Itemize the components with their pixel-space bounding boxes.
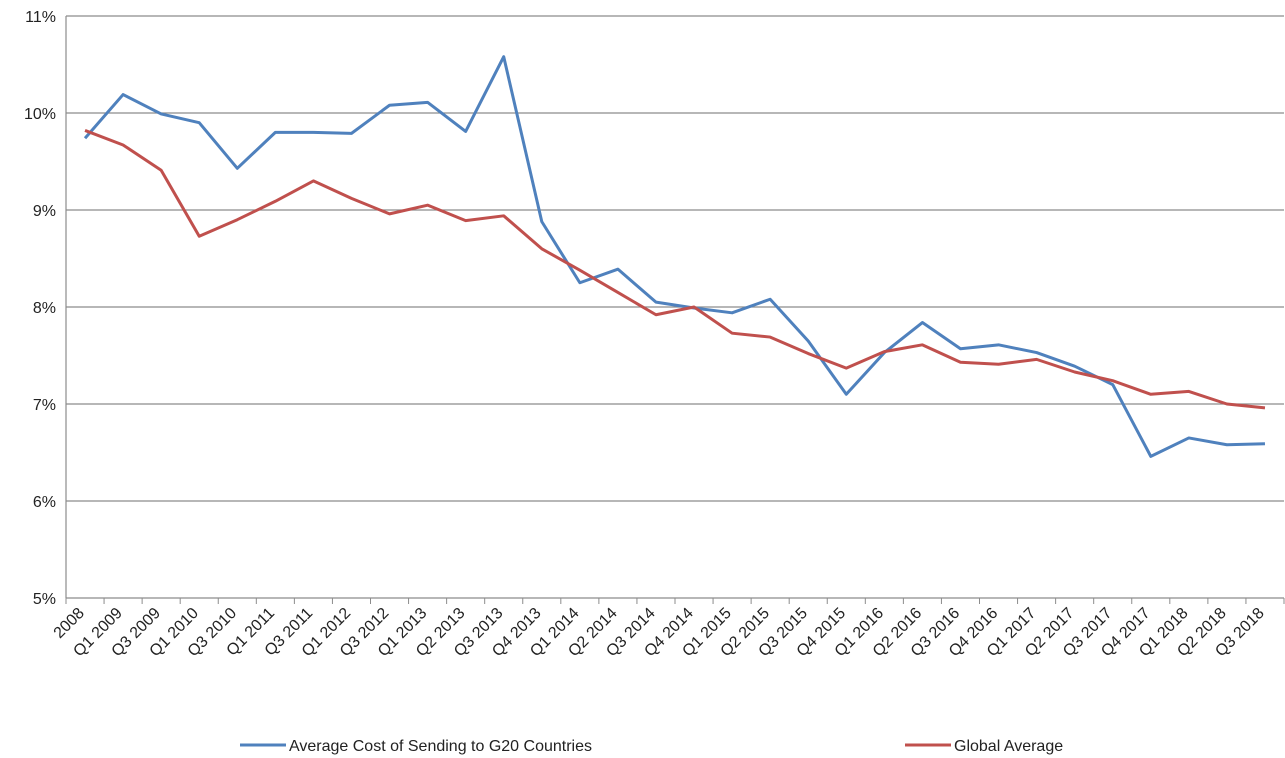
y-tick-label: 11% <box>25 9 56 26</box>
y-tick-label: 10% <box>24 106 56 123</box>
legend-label: Global Average <box>954 738 1063 755</box>
series-line <box>83 55 1266 458</box>
y-tick-label: 5% <box>33 591 56 608</box>
y-tick-label: 9% <box>33 203 56 220</box>
legend-label: Average Cost of Sending to G20 Countries <box>289 738 592 755</box>
y-tick-label: 8% <box>33 300 56 317</box>
y-tick-label: 6% <box>33 494 56 511</box>
series-line <box>84 129 1266 410</box>
y-tick-label: 7% <box>33 397 56 414</box>
